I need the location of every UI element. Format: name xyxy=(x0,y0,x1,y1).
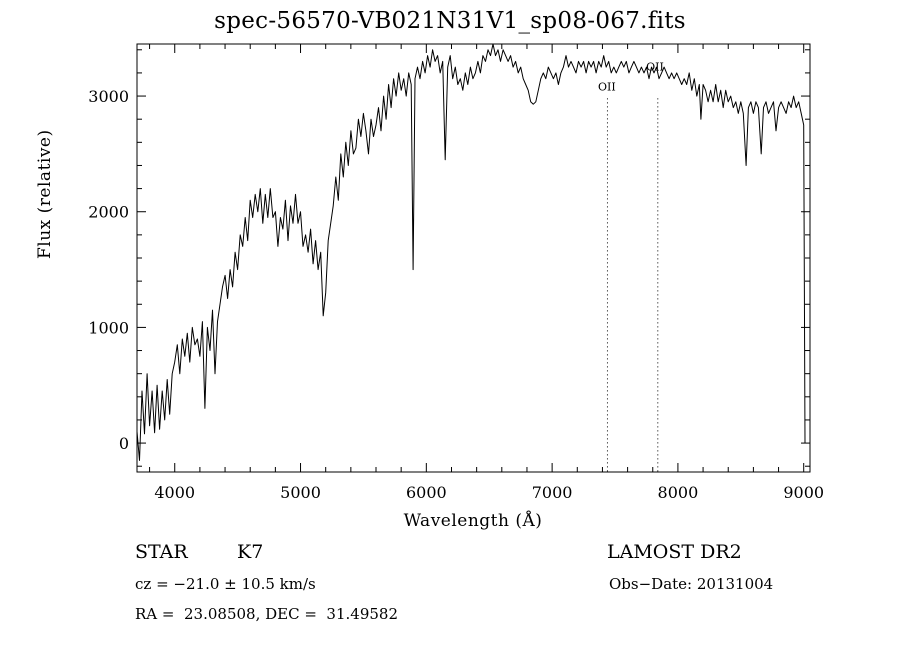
line-annotation: OII xyxy=(646,61,664,74)
chart-title: spec-56570-VB021N31V1_sp08-067.fits xyxy=(0,8,900,34)
redshift-velocity: cz = −21.0 ± 10.5 km/s xyxy=(135,575,316,593)
y-tick-label: 0 xyxy=(119,434,129,453)
axis-tick-labels: 4000 5000 6000 7000 8000 9000 0 1000 2000 3000 xyxy=(88,87,824,502)
x-tick-label: 9000 xyxy=(783,483,824,502)
x-tick-label: 7000 xyxy=(532,483,573,502)
x-tick-label: 4000 xyxy=(154,483,195,502)
line-markers xyxy=(607,98,657,472)
object-subclass: K7 xyxy=(237,541,263,563)
survey-name: LAMOST DR2 xyxy=(607,541,742,563)
ra-dec-coordinates: RA = 23.08508, DEC = 31.49582 xyxy=(135,605,398,623)
x-tick-label: 8000 xyxy=(658,483,699,502)
object-class: STAR xyxy=(135,541,188,563)
y-tick-label: 1000 xyxy=(88,318,129,337)
spectrum-line xyxy=(137,44,805,460)
observation-date: Obs−Date: 20131004 xyxy=(609,575,773,593)
y-tick-label: 3000 xyxy=(88,87,129,106)
x-tick-label: 6000 xyxy=(406,483,447,502)
line-annotation: OII xyxy=(598,80,616,93)
y-axis-label: Flux (relative) xyxy=(35,129,55,259)
axis-ticks xyxy=(137,44,810,472)
plot-frame xyxy=(137,44,810,472)
y-tick-label: 2000 xyxy=(88,203,129,222)
x-tick-label: 5000 xyxy=(280,483,321,502)
x-axis-label: Wavelength (Å) xyxy=(300,511,646,531)
spectrum-series xyxy=(137,44,805,460)
line-annotations: OII OII xyxy=(598,61,664,94)
